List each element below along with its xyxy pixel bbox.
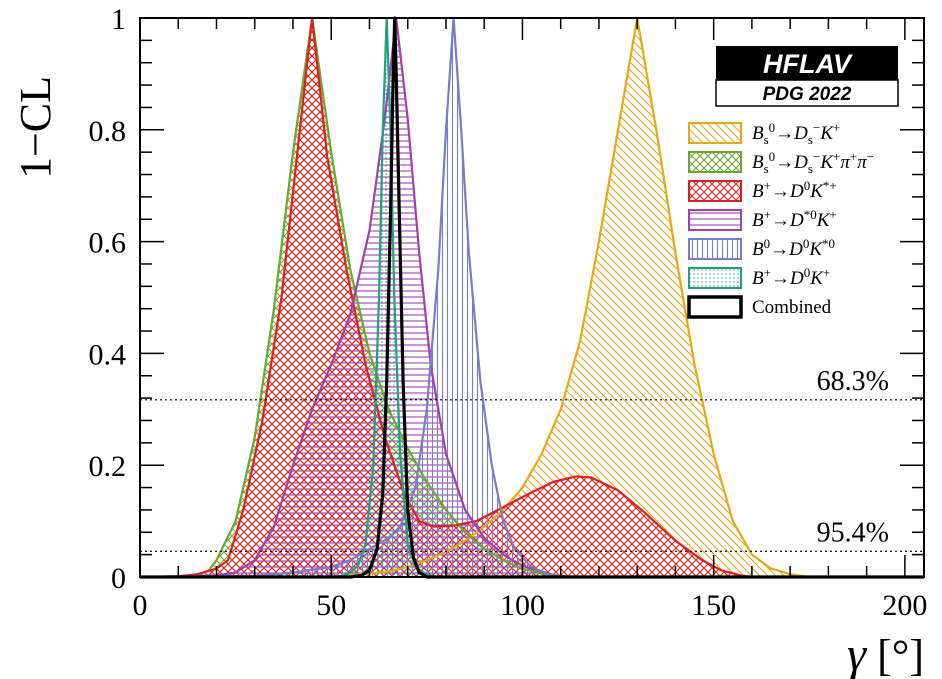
legend-label: Bs0→Ds−K+ (752, 120, 840, 147)
y-axis-title: 1−CL (11, 76, 60, 179)
reference-lines: 68.3% 95.4% (140, 366, 924, 552)
y-tick-label: 1 (111, 3, 126, 36)
badge-subtitle-box (715, 79, 899, 107)
plot-frame (139, 17, 925, 578)
x-tick-label: 200 (882, 589, 927, 622)
legend-label: Bs0→Ds−K+π+π− (752, 149, 874, 176)
series-line (140, 16, 924, 579)
series-area (140, 18, 924, 577)
x-tick-label: 0 (133, 589, 148, 622)
legend-label: Combined (752, 297, 832, 318)
x-axis-title: γ [°] (847, 628, 924, 679)
hflav-badge: HFLAV PDG 2022 (715, 46, 899, 107)
x-tick-label: 100 (500, 589, 545, 622)
axis-labels: 0 50 100 150 200 0 0.2 0.4 0.6 0.8 1 1−CL γ [°] (11, 3, 927, 679)
legend-swatch (688, 122, 742, 144)
x-tick-label: 50 (316, 589, 346, 622)
y-tick-label: 0.4 (89, 338, 127, 371)
legend-swatch (688, 151, 742, 173)
legend-swatch (687, 295, 743, 319)
badge-title-box (716, 46, 898, 80)
badge-subtitle: PDG 2022 (763, 84, 852, 105)
series-line (139, 16, 924, 579)
legend: Bs0→Ds−K+Bs0→Ds−K+π+π−B+→D0K*+ B+→D*0K+ B0… (687, 120, 874, 319)
y-tick-label: 0.8 (89, 115, 127, 148)
legend-swatch (688, 209, 742, 231)
legend-label: B+→D0K+ (752, 265, 830, 289)
legend-swatch (688, 267, 742, 289)
series-line (139, 16, 924, 579)
reference-label: 68.3% (817, 366, 889, 397)
y-tick-label: 0.2 (89, 450, 127, 483)
badge-title: HFLAV (763, 49, 853, 79)
series-line (140, 16, 924, 579)
legend-label: B+→D*0K+ (752, 207, 837, 231)
legend-swatch (688, 180, 742, 202)
curves-layer (139, 16, 924, 579)
y-tick-label: 0 (111, 562, 126, 595)
y-tick-label: 0.6 (89, 227, 127, 260)
reference-label: 95.4% (817, 517, 889, 548)
x-tick-label: 150 (691, 589, 736, 622)
legend-label: B+→D0K*+ (752, 178, 837, 202)
axis-ticks (139, 17, 924, 578)
series-line (139, 16, 924, 579)
legend-label: B0→D0K*0 (752, 236, 835, 260)
legend-swatch (688, 238, 742, 260)
